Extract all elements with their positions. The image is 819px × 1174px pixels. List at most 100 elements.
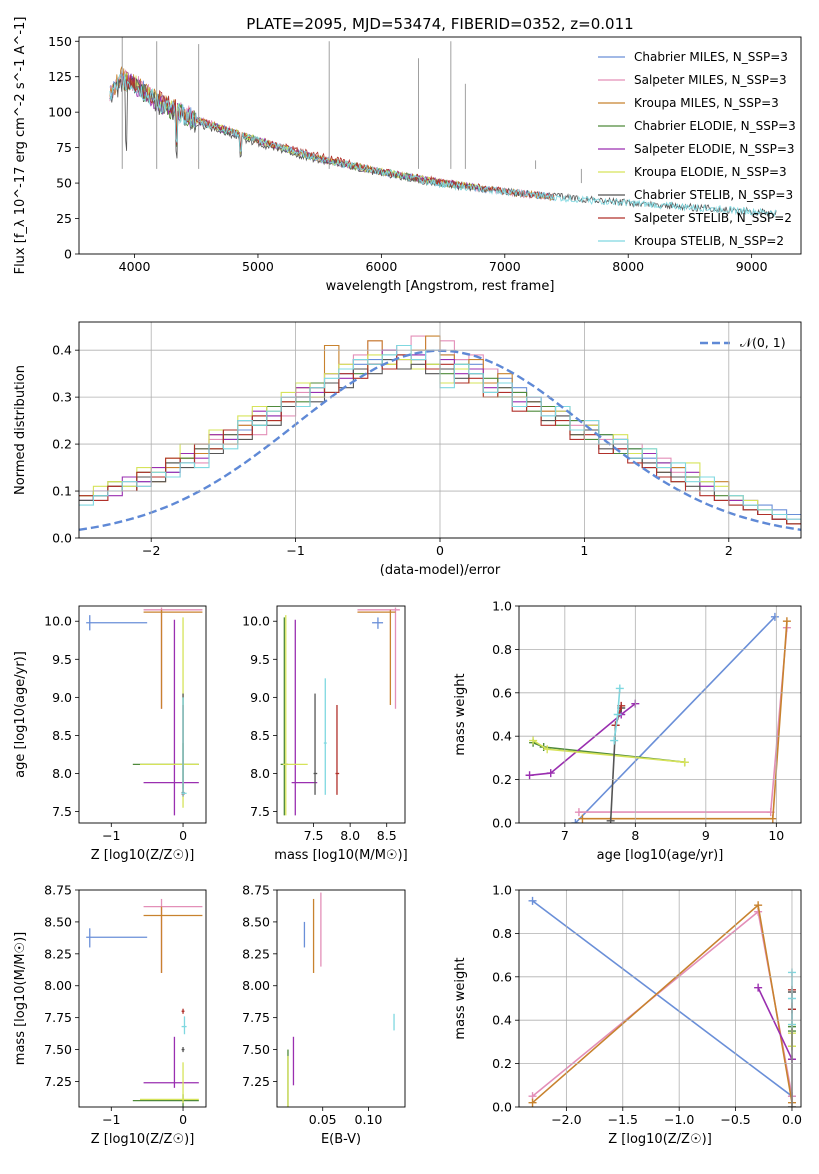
y-tick-label: 7.5 bbox=[250, 804, 270, 819]
weight-line bbox=[757, 987, 793, 1060]
y-tick-label: 0.0 bbox=[52, 531, 72, 546]
y-tick-label: 7.50 bbox=[44, 1042, 72, 1057]
x-tick-label: 8 bbox=[631, 828, 639, 843]
y-tick-label: 0.4 bbox=[492, 729, 512, 744]
errorbar-point bbox=[139, 617, 199, 808]
y-tick-label: 0.6 bbox=[492, 685, 512, 700]
plot-area bbox=[287, 892, 395, 1107]
x-axis-label: (data-model)/error bbox=[380, 563, 501, 578]
y-tick-label: 0.2 bbox=[492, 1056, 512, 1071]
errorbar-point bbox=[143, 619, 199, 816]
y-tick-label: 8.0 bbox=[52, 766, 72, 781]
legend-label: Chabrier MILES, N_SSP=3 bbox=[634, 50, 788, 64]
weight-line bbox=[529, 702, 636, 777]
x-tick-label: 0.10 bbox=[355, 1112, 383, 1127]
y-tick-label: 0.0 bbox=[492, 1100, 512, 1115]
errorbar-point bbox=[282, 615, 308, 816]
weight-marker bbox=[574, 808, 583, 817]
x-tick-label: −1 bbox=[102, 828, 120, 843]
chart-massweight-vs-Z: −2.0 −1.5 −1.0 −0.5 0.0 0.0 0.2 0.4 0.6 0.8 1.0 Z [… bbox=[453, 883, 802, 1148]
axes-frame bbox=[276, 889, 406, 1108]
errorbar-point bbox=[181, 697, 187, 797]
axes-frame bbox=[78, 36, 802, 255]
x-tick-label: 8.0 bbox=[340, 828, 360, 843]
weight-line bbox=[531, 903, 793, 1104]
legend: 𝒩(0, 1) bbox=[700, 335, 786, 350]
x-tick-label: 9000 bbox=[736, 259, 768, 274]
y-tick-label: 7.25 bbox=[242, 1074, 270, 1089]
axes-frame bbox=[276, 605, 406, 824]
y-tick-label: 8.25 bbox=[44, 946, 72, 961]
y-axis-label: mass weight bbox=[453, 957, 468, 1039]
axes-frame bbox=[78, 321, 802, 539]
x-tick-label: 7.5 bbox=[304, 828, 324, 843]
y-axis-label: Flux [f_λ 10^-17 erg cm^-2 s^-1 A^-1] bbox=[13, 17, 28, 275]
y-axis-label: mass weight bbox=[453, 673, 468, 755]
weight-marker bbox=[770, 612, 779, 621]
errorbar-point bbox=[143, 898, 203, 973]
y-tick-label: 150 bbox=[48, 34, 72, 49]
x-tick-label: 8.5 bbox=[377, 828, 397, 843]
y-tick-label: 7.75 bbox=[44, 1010, 72, 1025]
x-tick-label: 2 bbox=[725, 543, 733, 558]
y-tick-label: 8.25 bbox=[242, 946, 270, 961]
legend-label: Kroupa ELODIE, N_SSP=3 bbox=[634, 165, 787, 179]
weight-marker bbox=[525, 771, 534, 780]
errorbar-point bbox=[86, 615, 148, 631]
chart-residuals: 𝒩(0, 1) −2 −1 0 1 2 0.0 0.1 0.2 0.3 0.4 (data-model… bbox=[13, 321, 802, 578]
plot-area bbox=[528, 896, 796, 1107]
y-tick-label: 9.5 bbox=[52, 652, 72, 667]
x-axis-label: Z [log10(Z/Z☉)] bbox=[608, 1132, 712, 1147]
axes-frame bbox=[518, 889, 802, 1108]
plot-area bbox=[86, 898, 203, 1107]
weight-line bbox=[578, 627, 788, 813]
axes-frame bbox=[78, 889, 207, 1108]
y-tick-label: 0.2 bbox=[492, 772, 512, 787]
y-tick-label: 0.3 bbox=[52, 390, 72, 405]
y-tick-label: 0.4 bbox=[492, 1013, 512, 1028]
chart-mass-vs-Z: −1 0 7.25 7.50 7.75 8.00 8.25 8.50 8.75 Z [log10(… bbox=[13, 883, 207, 1147]
legend-label: Kroupa STELIB, N_SSP=2 bbox=[634, 234, 784, 248]
errorbar-point bbox=[335, 704, 340, 795]
chart-title: PLATE=2095, MJD=53474, FIBERID=0352, z=0… bbox=[246, 15, 633, 33]
x-tick-label: 8000 bbox=[612, 259, 644, 274]
x-tick-label: −1.5 bbox=[608, 1112, 638, 1127]
y-tick-label: 8.00 bbox=[44, 978, 72, 993]
legend-label: 𝒩(0, 1) bbox=[740, 335, 786, 350]
weight-marker bbox=[782, 617, 791, 626]
x-tick-label: 0.0 bbox=[782, 1112, 802, 1127]
chart-mass-vs-EBV: 0.05 0.10 7.25 7.50 7.75 8.00 8.25 8.50 8.75 E(B-… bbox=[242, 883, 406, 1147]
errorbar-point bbox=[323, 678, 327, 795]
errorbar-point bbox=[143, 609, 203, 709]
errorbar-point bbox=[181, 1047, 185, 1053]
chart-massweight-vs-age: 7 8 9 10 0.0 0.2 0.4 0.6 0.8 1.0 age [log10(age/yr… bbox=[453, 599, 802, 863]
y-tick-label: 0.0 bbox=[492, 816, 512, 831]
x-tick-label: −2 bbox=[142, 543, 160, 558]
y-tick-label: 0.8 bbox=[492, 642, 512, 657]
y-tick-label: 25 bbox=[56, 211, 72, 226]
weight-marker bbox=[768, 814, 777, 823]
errorbar-point bbox=[181, 1016, 187, 1035]
errorbar-point bbox=[143, 1036, 199, 1088]
legend-label: Kroupa MILES, N_SSP=3 bbox=[634, 96, 779, 110]
x-tick-label: 1 bbox=[580, 543, 588, 558]
x-axis-label: age [log10(age/yr)] bbox=[597, 848, 724, 863]
y-tick-label: 8.50 bbox=[44, 914, 72, 929]
plot-area bbox=[86, 607, 203, 816]
chart-age-vs-Z: −1 0 7.5 8.0 8.5 9.0 9.5 10.0 Z [log10(Z/Z☉)] age… bbox=[13, 605, 207, 863]
errorbar-point bbox=[181, 1008, 185, 1014]
x-tick-label: 4000 bbox=[119, 259, 151, 274]
weight-line bbox=[582, 621, 788, 820]
y-tick-label: 9.0 bbox=[52, 690, 72, 705]
x-tick-label: 0.05 bbox=[309, 1112, 337, 1127]
weight-marker bbox=[529, 736, 538, 745]
y-tick-label: 0.4 bbox=[52, 343, 72, 358]
x-tick-label: 7 bbox=[561, 828, 569, 843]
y-tick-label: 7.50 bbox=[242, 1042, 270, 1057]
y-tick-label: 8.75 bbox=[44, 883, 72, 898]
x-tick-label: 6000 bbox=[365, 259, 397, 274]
weight-marker bbox=[606, 816, 615, 823]
y-tick-label: 9.0 bbox=[250, 690, 270, 705]
